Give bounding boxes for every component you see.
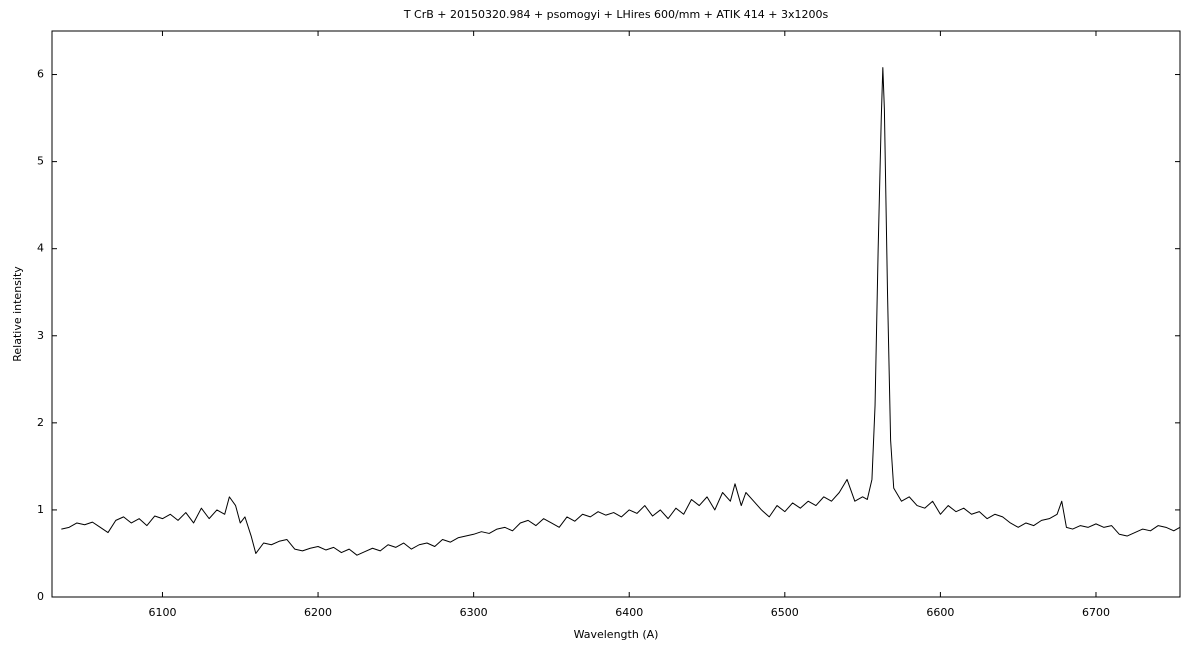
x-axis-label: Wavelength (A)	[574, 628, 659, 641]
y-tick-label: 6	[37, 68, 44, 81]
x-tick-label: 6700	[1082, 606, 1110, 619]
x-tick-label: 6500	[771, 606, 799, 619]
y-tick-label: 3	[37, 329, 44, 342]
y-tick-label: 5	[37, 155, 44, 168]
y-tick-label: 2	[37, 416, 44, 429]
spectrum-line	[61, 67, 1181, 556]
x-tick-label: 6300	[460, 606, 488, 619]
y-tick-label: 0	[37, 590, 44, 603]
x-tick-label: 6600	[926, 606, 954, 619]
x-tick-label: 6200	[304, 606, 332, 619]
x-tick-label: 6100	[148, 606, 176, 619]
plot-frame	[51, 30, 1181, 598]
y-axis-label: Relative intensity	[11, 266, 24, 362]
y-tick-label: 4	[37, 242, 44, 255]
x-tick-label: 6400	[615, 606, 643, 619]
chart-title: T CrB + 20150320.984 + psomogyi + LHires…	[403, 8, 829, 21]
y-tick-label: 1	[37, 503, 44, 516]
